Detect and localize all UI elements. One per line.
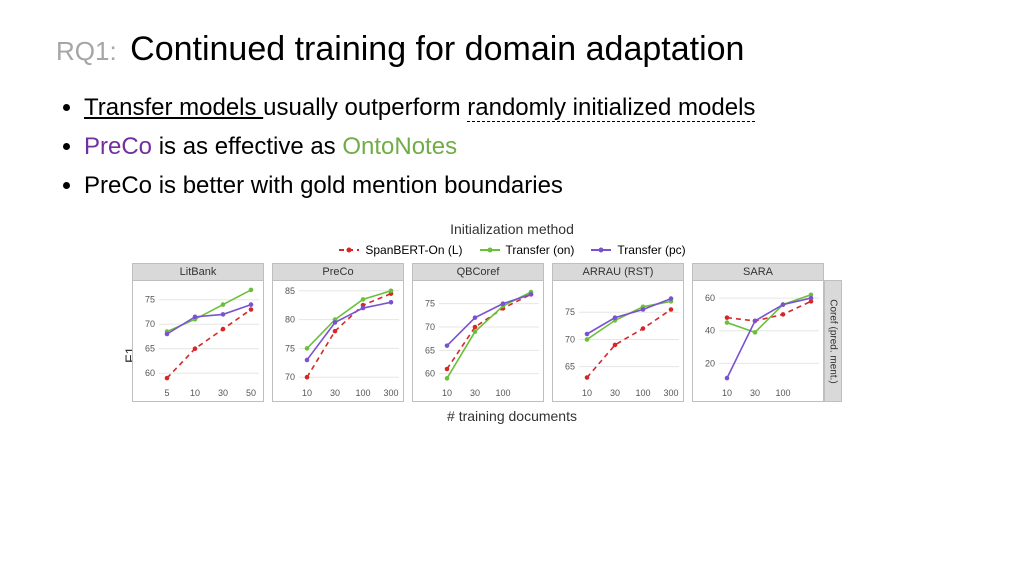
figure-title: Initialization method	[132, 221, 892, 237]
title-prefix: RQ1:	[56, 36, 117, 66]
panel-title: LitBank	[132, 263, 264, 281]
bullet-3: PreCo is better with gold mention bounda…	[84, 169, 968, 204]
svg-text:20: 20	[705, 359, 715, 369]
panel-title: QBCoref	[412, 263, 544, 281]
svg-text:10: 10	[442, 388, 452, 398]
svg-text:300: 300	[663, 388, 678, 398]
legend-item: Transfer (pc)	[590, 243, 685, 257]
legend-item: Transfer (on)	[479, 243, 575, 257]
svg-text:85: 85	[285, 286, 295, 296]
bullet-list: Transfer models usually outperform rando…	[56, 91, 968, 203]
svg-text:60: 60	[145, 369, 155, 379]
svg-text:30: 30	[610, 388, 620, 398]
svg-text:10: 10	[582, 388, 592, 398]
facet-strip: Coref (pred. ment.)	[824, 280, 842, 402]
svg-text:80: 80	[285, 315, 295, 325]
svg-text:65: 65	[565, 362, 575, 372]
figure: Initialization method SpanBERT-On (L) Tra…	[132, 221, 892, 424]
panel-plot: 60 65 70 75 5 10 30 50	[132, 281, 264, 402]
svg-text:65: 65	[145, 344, 155, 354]
svg-text:75: 75	[425, 299, 435, 309]
panel-plot: 20 40 60 10 30 100	[692, 281, 824, 402]
svg-text:65: 65	[425, 346, 435, 356]
svg-text:10: 10	[722, 388, 732, 398]
svg-text:70: 70	[285, 373, 295, 383]
chart-panel: QBCoref 60 65 70 75 10 30 100	[412, 263, 544, 402]
bullet-2: PreCo is as effective as OntoNotes	[84, 130, 968, 165]
chart-panel: LitBank 60 65 70 75 5 10 30 50	[132, 263, 264, 402]
legend-item: SpanBERT-On (L)	[338, 243, 462, 257]
svg-text:10: 10	[190, 388, 200, 398]
svg-text:60: 60	[705, 293, 715, 303]
svg-text:75: 75	[565, 308, 575, 318]
svg-text:100: 100	[355, 388, 370, 398]
svg-text:30: 30	[470, 388, 480, 398]
svg-text:100: 100	[635, 388, 650, 398]
slide-title: RQ1: Continued training for domain adapt…	[56, 30, 968, 69]
svg-text:60: 60	[425, 369, 435, 379]
panel-plot: 70 75 80 85 10 30 100 300	[272, 281, 404, 402]
svg-text:30: 30	[218, 388, 228, 398]
svg-text:70: 70	[145, 320, 155, 330]
title-main: Continued training for domain adaptation	[130, 30, 744, 68]
svg-text:100: 100	[495, 388, 510, 398]
svg-text:30: 30	[330, 388, 340, 398]
svg-text:300: 300	[383, 388, 398, 398]
chart-panel: PreCo 70 75 80 85 10 30 100 300	[272, 263, 404, 402]
svg-text:40: 40	[705, 326, 715, 336]
panel-title: ARRAU (RST)	[552, 263, 684, 281]
svg-text:10: 10	[302, 388, 312, 398]
bullet-1: Transfer models usually outperform rando…	[84, 91, 968, 126]
panel-title: PreCo	[272, 263, 404, 281]
x-axis-label: # training documents	[132, 408, 892, 424]
svg-text:50: 50	[246, 388, 256, 398]
svg-text:75: 75	[285, 344, 295, 354]
panel-title: SARA	[692, 263, 824, 281]
legend: SpanBERT-On (L) Transfer (on) Transfer (pc…	[132, 239, 892, 257]
chart-panel: ARRAU (RST) 65 70 75 10 30 100 300	[552, 263, 684, 402]
panel-plot: 60 65 70 75 10 30 100	[412, 281, 544, 402]
panel-plot: 65 70 75 10 30 100 300	[552, 281, 684, 402]
chart-panel: SARA2040601030100Coref (pred. ment.)	[692, 263, 824, 402]
svg-text:70: 70	[425, 322, 435, 332]
panels-row: LitBank 60 65 70 75 5 10 30 50 PreCo 70 75 80 85 10 30 1…	[132, 263, 892, 402]
svg-text:5: 5	[164, 388, 169, 398]
svg-text:75: 75	[145, 295, 155, 305]
svg-text:30: 30	[750, 388, 760, 398]
svg-text:100: 100	[775, 388, 790, 398]
svg-text:70: 70	[565, 335, 575, 345]
